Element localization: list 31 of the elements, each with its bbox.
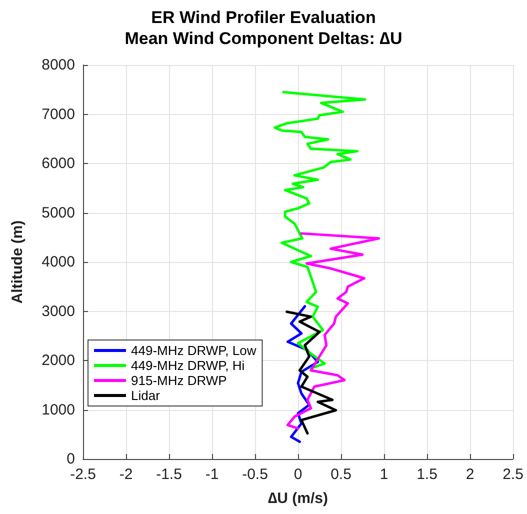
y-tick-label: 4000	[42, 254, 75, 270]
x-tick-label: 0.5	[330, 466, 352, 483]
y-tick-label: 7000	[42, 106, 75, 123]
x-tick-label: 2	[466, 466, 474, 483]
y-tick-label: 3000	[42, 302, 75, 320]
legend-label: 449-MHz DRWP, Hi	[131, 358, 245, 373]
y-tick-label: 8000	[42, 56, 75, 74]
line-series	[286, 310, 338, 435]
legend-label: 449-MHz DRWP, Low	[131, 343, 257, 358]
legend-label: 915-MHz DRWP	[131, 373, 227, 388]
x-tick-label: -2.5	[70, 466, 96, 483]
x-tick-label: -2	[119, 466, 133, 483]
x-tick-label: 1	[380, 466, 388, 483]
x-axis-title: ∆U (m/s)	[268, 490, 328, 507]
chart-subtitle: Mean Wind Component Deltas: ∆U	[124, 29, 402, 48]
x-tick-label: -1	[205, 466, 219, 483]
legend-label: Lidar	[131, 388, 161, 403]
x-tick-label: 1.5	[416, 466, 438, 483]
y-tick-label: 5000	[42, 204, 75, 222]
x-tick-label: -1.5	[156, 466, 182, 483]
y-tick-label: 6000	[42, 155, 75, 172]
y-tick-label: 2000	[42, 352, 75, 369]
line-series	[274, 90, 366, 370]
y-tick-label: 0	[66, 450, 75, 468]
y-tick-label: 1000	[42, 401, 75, 418]
x-tick-label: 0	[294, 466, 302, 483]
x-tick-label: 2.5	[502, 466, 524, 483]
chart-title: ER Wind Profiler Evaluation	[151, 8, 376, 27]
line-series	[286, 232, 380, 430]
x-tick-label: -0.5	[242, 466, 268, 483]
y-axis-title: Altitude (m)	[9, 220, 26, 304]
